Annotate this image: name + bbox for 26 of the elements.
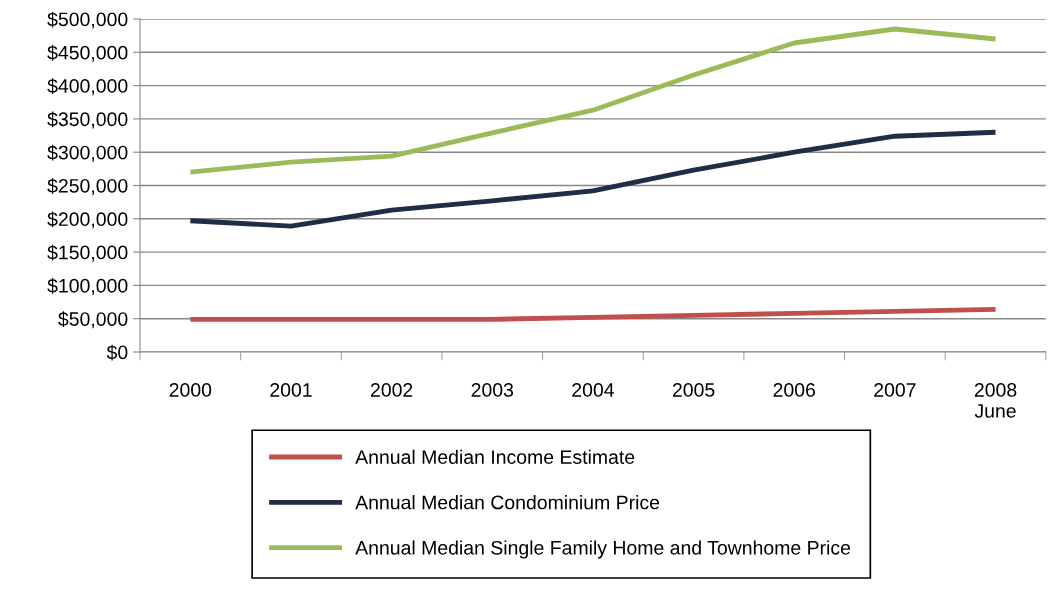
y-tick-label: $500,000	[47, 11, 128, 29]
y-tick-label: $300,000	[47, 144, 128, 162]
y-tick-label: $0	[106, 344, 128, 361]
y-tick-label: $350,000	[47, 111, 128, 129]
x-tick-label: 2007	[874, 383, 916, 397]
x-tick-label: 2002	[370, 383, 413, 397]
y-tick-label: $100,000	[47, 278, 128, 295]
x-tick-label: 2003	[471, 383, 514, 397]
x-tick-label: 2008 June	[974, 383, 1017, 418]
line-series	[187, 26, 998, 175]
y-tick-label: $450,000	[47, 44, 128, 62]
legend-label: Annual Median Single Family Home and Townhome Price	[355, 540, 851, 559]
x-tick-label: 2006	[773, 383, 815, 397]
x-tick-label: 2005	[672, 383, 715, 397]
x-tick-label: 2004	[572, 383, 614, 397]
line-series	[187, 129, 998, 229]
y-tick-label: $400,000	[47, 78, 128, 96]
x-tick-label: 2000	[169, 383, 212, 397]
y-tick-label: $50,000	[58, 311, 128, 329]
line-series	[187, 306, 998, 322]
y-tick-label: $200,000	[47, 211, 128, 229]
x-tick-label: 2001	[270, 383, 312, 397]
legend-label: Annual Median Income Estimate	[355, 449, 635, 464]
y-tick-label: $250,000	[47, 178, 128, 196]
y-tick-label: $150,000	[47, 244, 128, 262]
legend-label: Annual Median Condominium Price	[355, 495, 660, 510]
